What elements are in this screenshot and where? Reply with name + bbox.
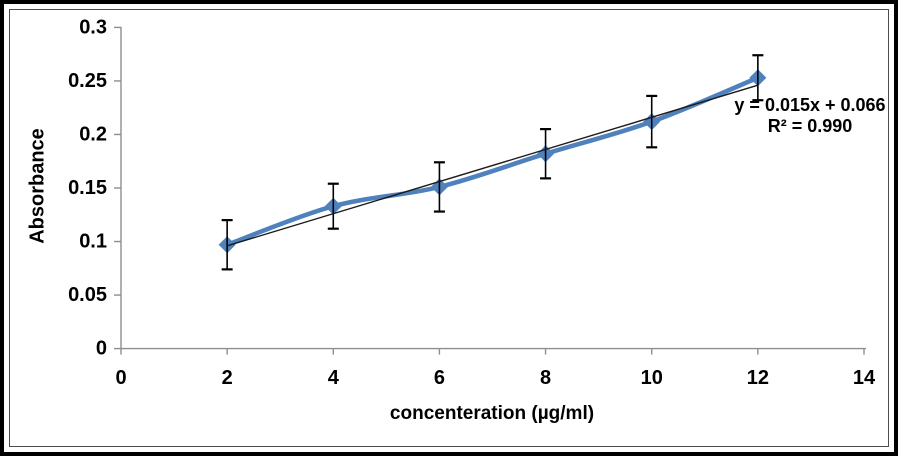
- y-axis-title: Absorbance: [26, 128, 49, 244]
- x-axis-ticks: 0 2 4 6 8 10 12 14: [115, 348, 876, 389]
- y-tick-label: 0.05: [68, 284, 107, 306]
- series-smooth-line: [224, 75, 761, 248]
- data-markers: [218, 69, 767, 254]
- y-tick-label: 0.3: [79, 16, 107, 38]
- trendline-line: [226, 84, 759, 247]
- x-tick-label: 0: [115, 367, 126, 389]
- x-tick-label: 10: [641, 367, 663, 389]
- data-series-line: [224, 75, 761, 248]
- x-tick-label: 12: [747, 367, 769, 389]
- trendline: [226, 84, 759, 247]
- trendline-equation-r2: R² = 0.990: [767, 116, 853, 136]
- x-tick-label: 8: [540, 367, 551, 389]
- y-tick-label: 0: [96, 338, 107, 360]
- y-tick-label: 0.15: [68, 177, 107, 199]
- x-tick-label: 14: [853, 367, 876, 389]
- y-tick-label: 0.25: [68, 70, 107, 92]
- x-tick-label: 2: [222, 367, 233, 389]
- x-tick-label: 4: [328, 367, 340, 389]
- y-tick-label: 0.1: [79, 231, 107, 253]
- trendline-equation: y = 0.015x + 0.066 R² = 0.990: [724, 95, 896, 137]
- x-tick-label: 6: [434, 367, 445, 389]
- y-tick-label: 0.2: [79, 123, 107, 145]
- y-axis-ticks: 0 0.05 0.1 0.15 0.2 0.25 0.3: [68, 16, 121, 360]
- trendline-equation-line1: y = 0.015x + 0.066: [734, 95, 886, 115]
- x-axis-title: concenteration (µg/ml): [389, 403, 595, 424]
- error-bars: [221, 54, 764, 271]
